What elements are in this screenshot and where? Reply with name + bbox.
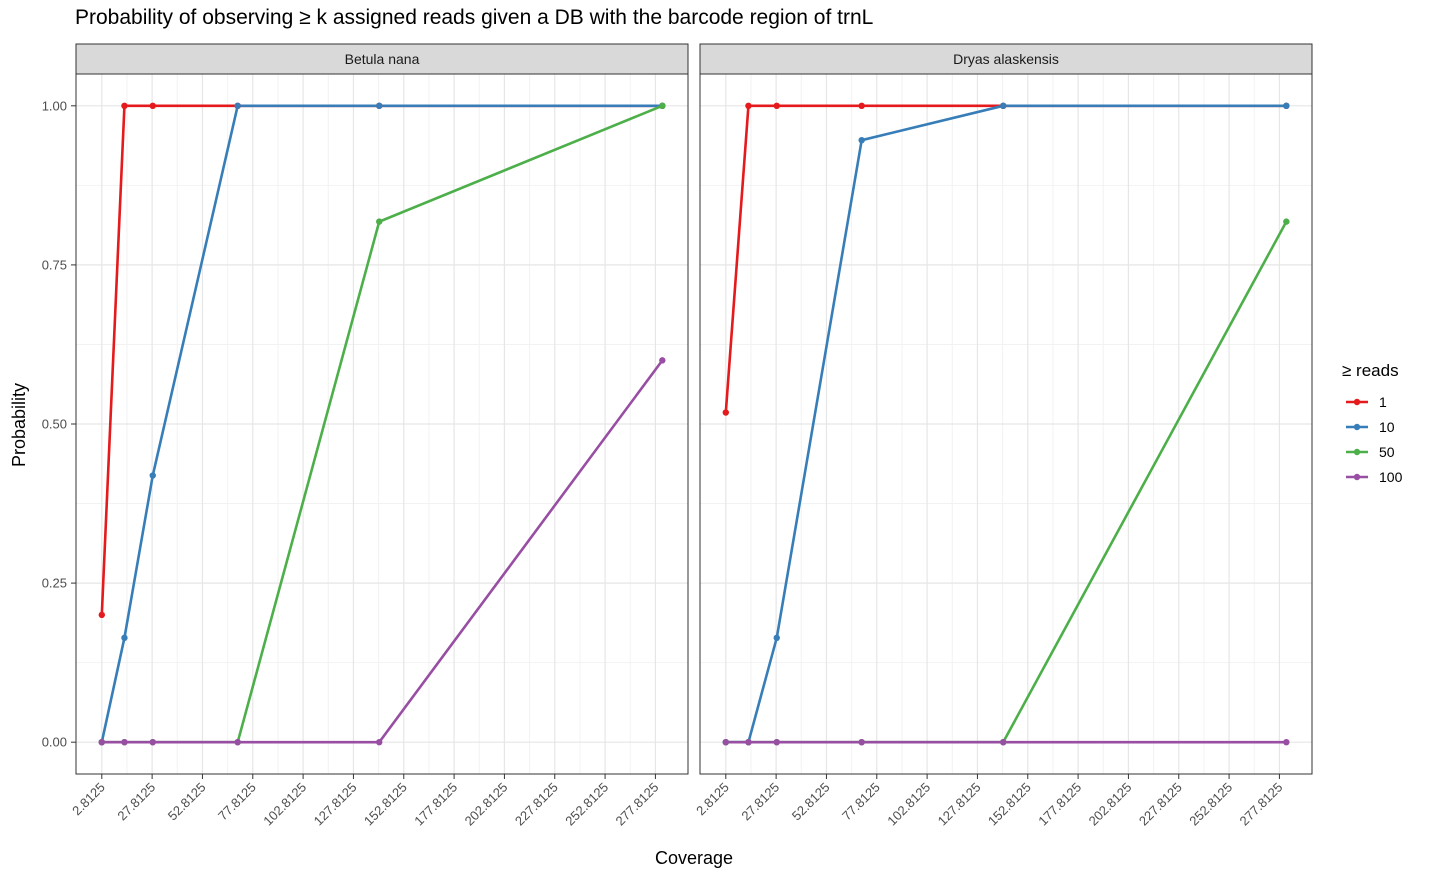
x-tick-label: 227.8125 — [512, 780, 561, 829]
y-axis-title: Probability — [9, 383, 29, 467]
data-point-50 — [376, 218, 383, 225]
legend-label: 10 — [1379, 419, 1395, 435]
data-point-100 — [773, 738, 780, 746]
data-point-10 — [1283, 102, 1290, 110]
series-line-100 — [101, 359, 664, 744]
data-point-100 — [121, 738, 128, 746]
data-point-10 — [1000, 102, 1007, 110]
facet-strip — [699, 43, 1313, 75]
x-tick-label: 152.8125 — [361, 780, 410, 829]
legend-label: 50 — [1379, 444, 1395, 460]
facet-label: Betula nana — [345, 51, 420, 67]
data-point-100 — [1000, 738, 1007, 746]
data-point-1 — [121, 102, 128, 110]
x-tick-label: 202.8125 — [462, 780, 511, 829]
legend-label: 100 — [1379, 469, 1403, 485]
data-point-10 — [149, 472, 156, 479]
data-point-100 — [722, 738, 729, 746]
legend: ≥ reads 1 10 50 100 — [1342, 361, 1403, 485]
x-tick-label: 52.8125 — [789, 780, 833, 824]
x-tick-label: 277.8125 — [613, 780, 662, 829]
data-point-1 — [858, 102, 865, 110]
data-point-100 — [98, 738, 105, 746]
data-point-50 — [659, 102, 666, 110]
data-point-100 — [659, 357, 666, 364]
data-point-1 — [745, 102, 752, 110]
x-tick-label: 152.8125 — [985, 780, 1034, 829]
x-tick-label: 252.8125 — [562, 780, 611, 829]
x-tick-label: 2.8125 — [693, 780, 732, 819]
y-tick-label: 0.00 — [42, 735, 67, 750]
y-tick-label: 0.50 — [42, 417, 67, 432]
y-tick-label: 1.00 — [42, 98, 67, 113]
x-tick-label: 127.8125 — [311, 780, 360, 829]
data-point-100 — [745, 738, 752, 746]
legend-title: ≥ reads — [1342, 361, 1399, 380]
x-tick-label: 252.8125 — [1186, 780, 1235, 829]
data-point-100 — [234, 738, 241, 746]
data-point-1 — [149, 102, 156, 110]
x-axis-title: Coverage — [655, 848, 733, 868]
panel-1: Betula nana 0.00 0.25 0.50 0.75 1.00 2.8125 27.… — [42, 43, 689, 829]
panel-2: Dryas alaskensis 2.8125 27.8125 52.8125 77.8… — [693, 43, 1313, 829]
x-tick-label: 2.8125 — [69, 780, 108, 819]
legend-key-point — [1353, 473, 1361, 481]
data-point-100 — [1283, 738, 1290, 746]
chart-title: Probability of observing ≥ k assigned re… — [75, 6, 874, 29]
data-point-10 — [376, 102, 383, 110]
panel-border — [699, 73, 1313, 775]
x-tick-label: 52.8125 — [165, 780, 209, 824]
data-point-50 — [1283, 218, 1290, 225]
facet-strip — [75, 43, 689, 75]
data-point-1 — [98, 611, 105, 619]
x-tick-label: 277.8125 — [1237, 780, 1286, 829]
series-line-10 — [100, 104, 663, 743]
x-tick-label: 177.8125 — [411, 780, 460, 829]
data-point-10 — [858, 136, 865, 144]
y-tick-label: 0.25 — [42, 576, 67, 591]
legend-key-point — [1353, 448, 1361, 456]
legend-label: 1 — [1379, 394, 1387, 410]
data-point-100 — [149, 738, 156, 746]
x-tick-label: 227.8125 — [1136, 780, 1185, 829]
x-tick-label: 202.8125 — [1086, 780, 1135, 829]
data-point-1 — [722, 409, 729, 416]
legend-key-point — [1353, 423, 1361, 431]
data-point-100 — [858, 738, 865, 746]
x-tick-label: 27.8125 — [738, 780, 782, 824]
data-point-1 — [773, 102, 780, 110]
x-tick-label: 102.8125 — [884, 780, 933, 829]
x-tick-label: 177.8125 — [1035, 780, 1084, 829]
x-tick-label: 77.8125 — [839, 780, 883, 824]
legend-key-point — [1353, 398, 1361, 406]
x-tick-label: 77.8125 — [215, 780, 259, 824]
data-point-10 — [773, 634, 780, 642]
data-point-10 — [234, 102, 241, 110]
x-tick-label: 27.8125 — [114, 780, 158, 824]
y-tick-label: 0.75 — [42, 257, 67, 272]
facet-label: Dryas alaskensis — [953, 51, 1059, 67]
data-point-100 — [376, 738, 383, 746]
data-point-10 — [121, 634, 128, 642]
x-tick-label: 102.8125 — [260, 780, 309, 829]
x-tick-label: 127.8125 — [935, 780, 984, 829]
